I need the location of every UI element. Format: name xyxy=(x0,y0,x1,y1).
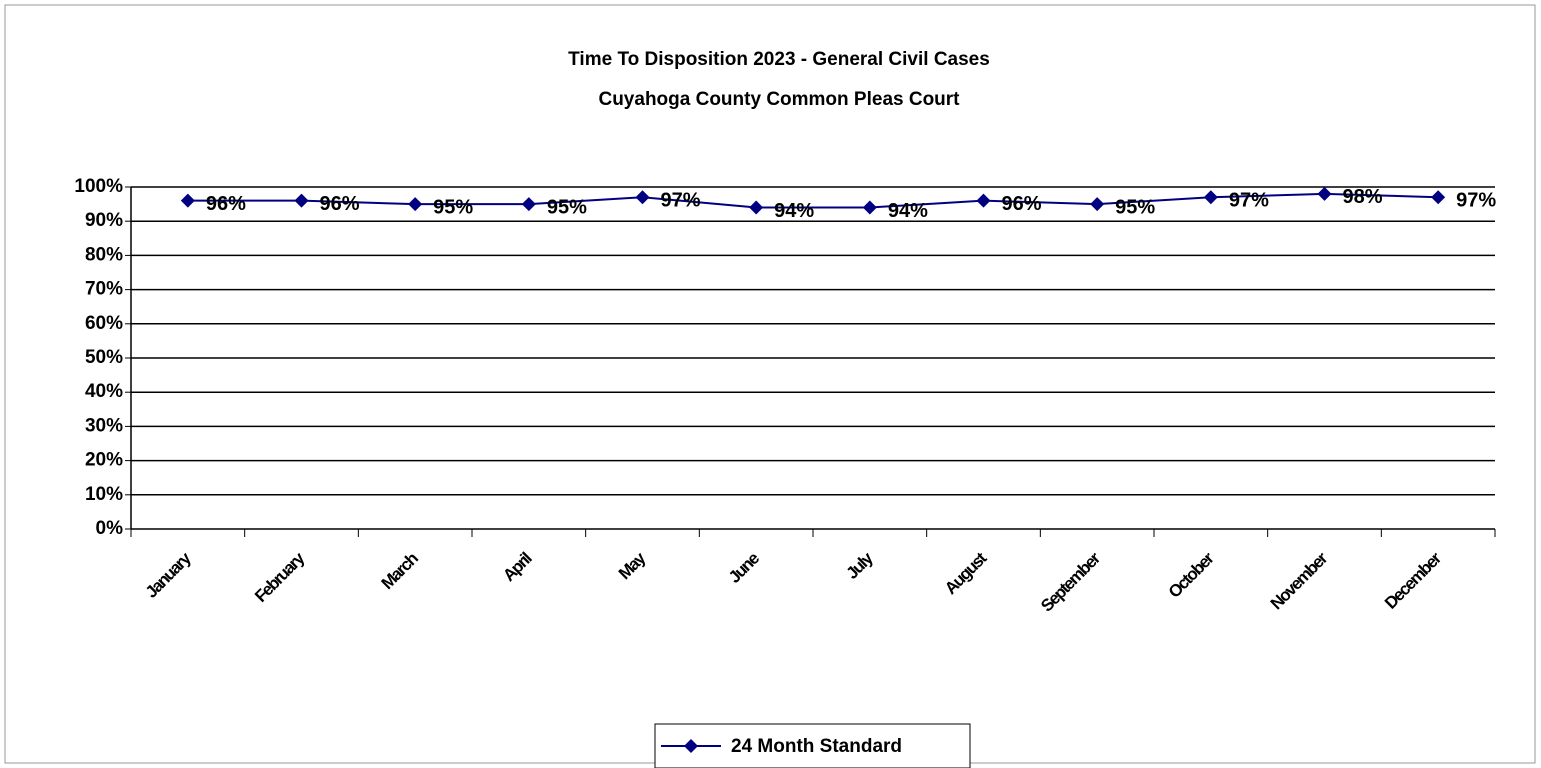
data-label: 96% xyxy=(206,193,246,215)
point-marker xyxy=(749,200,764,215)
y-tick-label: 70% xyxy=(85,279,123,300)
data-label: 95% xyxy=(1115,196,1155,218)
y-tick-label: 90% xyxy=(85,210,123,231)
data-label: 94% xyxy=(774,200,814,222)
y-tick-label: 100% xyxy=(74,176,123,197)
chart-title: Time To Disposition 2023 - General Civil… xyxy=(568,49,990,70)
data-label: 95% xyxy=(547,196,587,218)
point-marker xyxy=(1317,186,1332,201)
data-label: 94% xyxy=(888,200,928,222)
chart-border xyxy=(4,4,1536,764)
data-label: 98% xyxy=(1343,186,1383,208)
y-tick-label: 40% xyxy=(85,381,123,402)
y-tick-label: 0% xyxy=(96,518,124,539)
y-tick-label: 30% xyxy=(85,415,123,436)
y-tick-label: 20% xyxy=(85,450,123,471)
point-marker xyxy=(862,200,877,215)
y-tick-label: 60% xyxy=(85,313,123,334)
data-label: 97% xyxy=(1456,190,1496,212)
point-marker xyxy=(976,193,991,208)
point-marker xyxy=(180,193,195,208)
point-marker xyxy=(521,197,536,212)
data-label: 96% xyxy=(320,193,360,215)
data-label: 96% xyxy=(1002,193,1042,215)
point-marker xyxy=(408,197,423,212)
data-label: 95% xyxy=(433,196,473,218)
data-label: 97% xyxy=(1229,190,1269,212)
data-label: 97% xyxy=(661,190,701,212)
point-marker xyxy=(1203,190,1218,205)
y-tick-label: 10% xyxy=(85,484,123,505)
legend-marker xyxy=(684,739,698,753)
point-marker xyxy=(1090,197,1105,212)
legend-label: 24 Month Standard xyxy=(731,736,902,757)
point-marker xyxy=(635,190,650,205)
series-line xyxy=(187,192,1439,209)
chart-subtitle: Cuyahoga County Common Pleas Court xyxy=(598,89,960,110)
y-tick-label: 80% xyxy=(85,244,123,265)
point-marker xyxy=(1431,190,1446,205)
y-tick-label: 50% xyxy=(85,347,123,368)
point-marker xyxy=(294,193,309,208)
